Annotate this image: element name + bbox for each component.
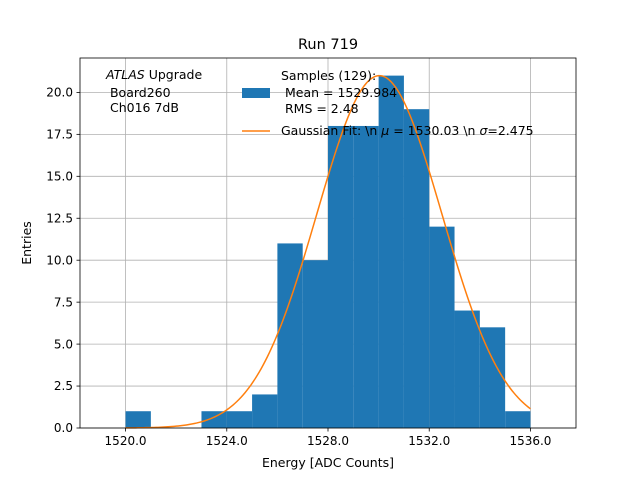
legend-fit-sigma: σ xyxy=(479,123,488,138)
chart-title: Run 719 xyxy=(298,37,358,53)
histogram-bar-5 xyxy=(252,394,278,428)
legend-histogram-patch xyxy=(242,88,270,98)
x-axis-label: Energy [ADC Counts] xyxy=(262,455,394,470)
histogram-bar-15 xyxy=(505,411,531,428)
histogram-bar-3 xyxy=(201,411,227,428)
y-tick-label-4: 10.0 xyxy=(46,253,73,267)
histogram-bar-4 xyxy=(226,411,253,428)
histogram-bar-10 xyxy=(378,75,404,428)
x-tick-label-2: 1528.0 xyxy=(307,434,349,448)
legend-fit-mu: μ xyxy=(380,123,389,138)
y-tick-label-1: 2.5 xyxy=(54,379,73,393)
annotation-line-1: ATLAS Upgrade xyxy=(105,67,202,82)
histogram-bar-6 xyxy=(277,243,303,428)
annotation-line-2: Board260 xyxy=(106,85,171,100)
y-tick-label-5: 12.5 xyxy=(46,211,73,225)
annotation-text: ATLAS Upgrade Board260 Ch016 7dB xyxy=(105,67,202,115)
histogram-bar-11 xyxy=(403,109,430,428)
gaussian-fit-curve xyxy=(125,74,531,429)
histogram-bar-8 xyxy=(328,125,354,429)
legend-fit-mid: = 1530.03 \n xyxy=(389,123,479,138)
histogram-bar-7 xyxy=(302,260,328,428)
x-tick-label-4: 1536.0 xyxy=(509,434,551,448)
legend-histogram-line-1: Samples (129): xyxy=(281,68,376,83)
x-tick-label-0: 1520.0 xyxy=(105,434,147,448)
y-tick-label-6: 15.0 xyxy=(46,169,73,183)
histogram-bar-14 xyxy=(479,327,506,428)
histogram-bar-12 xyxy=(429,226,455,428)
histogram-bar-0 xyxy=(125,411,151,428)
histogram-bars xyxy=(125,75,531,429)
x-tick-label-3: 1532.0 xyxy=(408,434,450,448)
annotation-upgrade: Upgrade xyxy=(145,67,203,82)
legend-fit-label: Gaussian Fit: \n μ = 1530.03 \n σ=2.475 xyxy=(281,123,534,138)
x-tick-label-1: 1524.0 xyxy=(206,434,248,448)
annotation-line-3: Ch016 7dB xyxy=(106,100,179,115)
legend-fit-prefix: Gaussian Fit: \n xyxy=(281,123,381,138)
legend-histogram-line-3: RMS = 2.48 xyxy=(281,101,359,116)
legend-fit-suffix: =2.475 xyxy=(487,123,533,138)
histogram-bar-13 xyxy=(454,310,480,428)
y-tick-label-8: 20.0 xyxy=(46,86,73,100)
y-axis-ticks: 0.0 2.5 5.0 7.5 10.0 12.5 15.0 17.5 20.0 xyxy=(46,86,80,435)
x-axis-ticks: 1520.0 1524.0 1528.0 1532.0 1536.0 xyxy=(105,428,551,448)
y-tick-label-7: 17.5 xyxy=(46,128,73,142)
annotation-atlas: ATLAS xyxy=(105,67,145,82)
legend-histogram-line-2: Mean = 1529.984 xyxy=(281,85,397,100)
legend: Samples (129): Mean = 1529.984 RMS = 2.4… xyxy=(242,68,534,138)
y-tick-label-0: 0.0 xyxy=(54,421,73,435)
y-axis-label: Entries xyxy=(19,221,34,265)
y-tick-label-3: 7.5 xyxy=(54,295,73,309)
y-tick-label-2: 5.0 xyxy=(54,337,73,351)
histogram-bar-9 xyxy=(353,125,379,429)
